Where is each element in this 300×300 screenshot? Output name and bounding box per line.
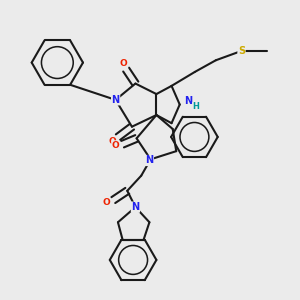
Text: O: O [120, 59, 127, 68]
Text: S: S [238, 46, 245, 56]
Text: O: O [112, 141, 119, 150]
Text: O: O [102, 198, 110, 207]
Text: N: N [112, 95, 120, 105]
Text: N: N [131, 202, 140, 212]
Text: O: O [108, 137, 116, 146]
Text: N: N [184, 96, 192, 106]
Text: H: H [193, 102, 200, 111]
Text: N: N [146, 155, 154, 166]
